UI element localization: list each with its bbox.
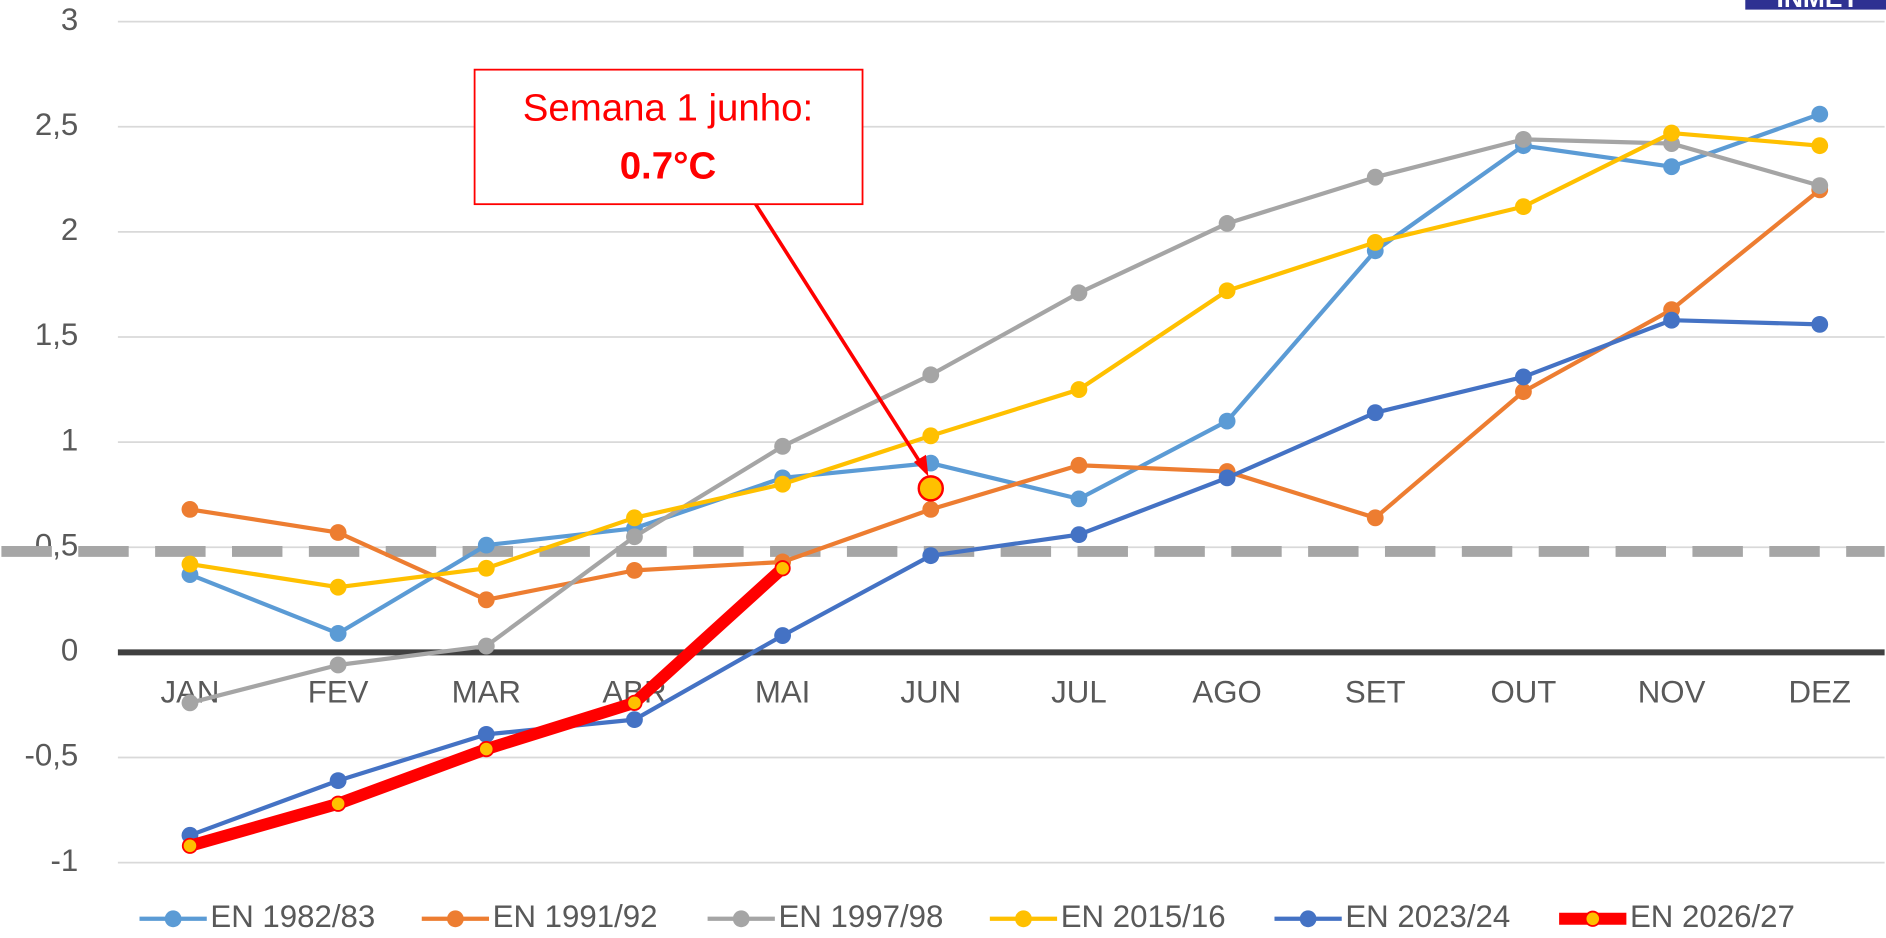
x-tick-label: MAI — [755, 674, 811, 709]
series-line — [189, 112, 1821, 636]
series-marker — [922, 500, 940, 518]
legend-swatch-marker — [732, 910, 750, 928]
series-marker — [329, 772, 347, 790]
x-tick-label: JUL — [1051, 674, 1107, 709]
series-marker — [1070, 490, 1088, 508]
series-marker — [1515, 130, 1532, 148]
series-marker — [626, 561, 643, 579]
series-marker — [181, 500, 199, 518]
series-marker — [1070, 284, 1088, 302]
series-marker — [626, 711, 643, 729]
series-marker — [330, 795, 347, 812]
series-marker — [1515, 368, 1532, 386]
series-marker — [774, 437, 792, 455]
series-marker — [1070, 456, 1088, 474]
x-tick-label: OUT — [1490, 674, 1556, 709]
series-marker — [1811, 315, 1829, 333]
x-tick-label: AGO — [1192, 674, 1261, 709]
series-marker — [477, 591, 495, 609]
logo-box — [1745, 0, 1886, 10]
series-marker — [1218, 412, 1236, 430]
x-tick-label: JUN — [900, 674, 961, 709]
legend-label: EN 2015/16 — [1061, 899, 1226, 934]
x-tick-label: DEZ — [1789, 674, 1851, 709]
annotation-arrow — [754, 203, 928, 473]
series-marker — [1811, 137, 1829, 155]
series-marker — [1811, 177, 1829, 195]
series-marker — [1515, 198, 1532, 216]
series-marker — [626, 509, 643, 527]
legend-swatch-marker — [446, 910, 464, 928]
series-marker — [1811, 105, 1829, 123]
legend-swatch-marker — [1299, 910, 1317, 928]
legend-label: EN 1997/98 — [778, 899, 943, 934]
y-tick-label: 3 — [61, 2, 78, 37]
legend-label: EN 2023/24 — [1345, 899, 1510, 934]
series-line — [189, 130, 1820, 590]
annotation-point — [917, 475, 944, 502]
legend-label: EN 1991/92 — [493, 899, 658, 934]
series-marker — [329, 656, 347, 674]
y-tick-label: 0 — [61, 633, 78, 668]
x-tick-label: SET — [1345, 674, 1406, 709]
x-tick-label: FEV — [308, 674, 369, 709]
series-marker — [922, 547, 940, 565]
series-line — [189, 188, 1822, 602]
y-tick-label: 2,5 — [35, 107, 78, 142]
annotation-line1: Semana 1 junho: — [523, 87, 814, 130]
series-marker — [477, 559, 495, 577]
series-marker — [477, 536, 495, 554]
series-marker — [329, 625, 347, 642]
series-marker — [477, 637, 495, 655]
series-marker — [1218, 282, 1236, 300]
annotation-arrowhead — [913, 454, 929, 477]
series-marker — [329, 524, 347, 541]
annotation-line2: 0.7°C — [620, 144, 717, 187]
x-tick-label: NOV — [1638, 674, 1706, 709]
series-marker — [1366, 509, 1384, 527]
y-tick-label: 0,5 — [35, 527, 78, 562]
series-marker — [1218, 469, 1236, 487]
series-marker — [626, 528, 643, 546]
series-marker — [774, 627, 792, 644]
series-marker — [329, 578, 347, 596]
series-marker — [774, 475, 792, 493]
x-tick-label: MAR — [452, 674, 521, 709]
series-marker — [478, 740, 495, 758]
legend-swatch-marker — [1015, 910, 1032, 928]
y-tick-label: 2 — [61, 212, 78, 247]
y-tick-label: -0,5 — [24, 738, 78, 773]
series-marker — [1515, 383, 1532, 401]
series-marker — [1070, 381, 1088, 398]
series-marker — [477, 725, 495, 743]
series-marker — [181, 694, 199, 712]
series-marker — [922, 427, 940, 445]
series-marker — [1663, 311, 1680, 329]
series-marker — [774, 560, 791, 577]
legend-label: EN 1982/83 — [210, 899, 375, 934]
series-marker — [181, 837, 199, 854]
series-marker — [1366, 404, 1384, 422]
legend-label: EN 2026/27 — [1630, 899, 1795, 934]
y-tick-label: -1 — [50, 843, 78, 878]
y-tick-label: 1,5 — [35, 317, 78, 352]
series-marker — [626, 694, 643, 711]
legend-swatch-marker — [164, 910, 182, 928]
y-tick-label: 1 — [61, 422, 78, 457]
series-marker — [922, 366, 940, 384]
series-marker — [1663, 158, 1680, 176]
series-marker — [1218, 215, 1236, 232]
series-marker — [1070, 526, 1088, 544]
series-marker — [1366, 233, 1384, 251]
series-line — [189, 318, 1820, 838]
annotation-box — [473, 68, 864, 206]
series-line — [189, 137, 1821, 705]
series-marker — [1366, 168, 1384, 186]
logo: INMET — [1777, 0, 1859, 13]
series-marker — [1663, 124, 1680, 142]
legend-swatch-marker — [1584, 910, 1601, 927]
series-marker — [181, 555, 199, 573]
